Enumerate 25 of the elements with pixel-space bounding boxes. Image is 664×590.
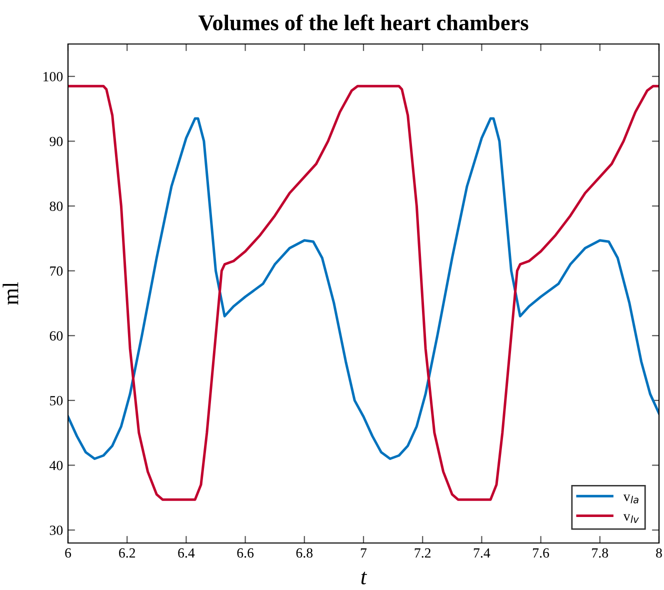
x-tick-label: 6.6 (237, 548, 254, 558)
y-axis-title: ml (2, 282, 18, 305)
y-tick-label: 100 (44, 72, 63, 82)
x-tick-label: 6.4 (178, 548, 195, 558)
legend-label: v$_{la}$ (623, 494, 638, 504)
y-tick-label: 30 (50, 526, 63, 535)
x-tick-label: 7.2 (414, 548, 431, 558)
x-tick-label: 6.8 (296, 548, 313, 558)
line-series (68, 117, 659, 460)
x-tick-label: 7 (360, 548, 367, 558)
y-tick-label: 40 (50, 460, 63, 470)
chart-title: Volumes of the left heart chambers (198, 14, 528, 30)
x-tick-label: 7.8 (592, 548, 608, 558)
y-tick-label: 50 (50, 396, 63, 406)
x-tick-label: 8 (656, 548, 662, 558)
x-tick-label: 6 (65, 548, 72, 558)
y-tick-label: 70 (50, 266, 63, 276)
x-tick-label: 7.4 (474, 548, 490, 558)
y-tick-label: 90 (50, 136, 63, 146)
legend-label: v$_{lv}$ (623, 514, 639, 523)
x-axis-title: t (361, 572, 368, 584)
x-tick-label: 6.2 (119, 548, 136, 558)
y-tick-label: 80 (50, 202, 63, 211)
x-tick-label: 7.6 (533, 548, 550, 558)
y-tick-label: 60 (50, 331, 63, 341)
